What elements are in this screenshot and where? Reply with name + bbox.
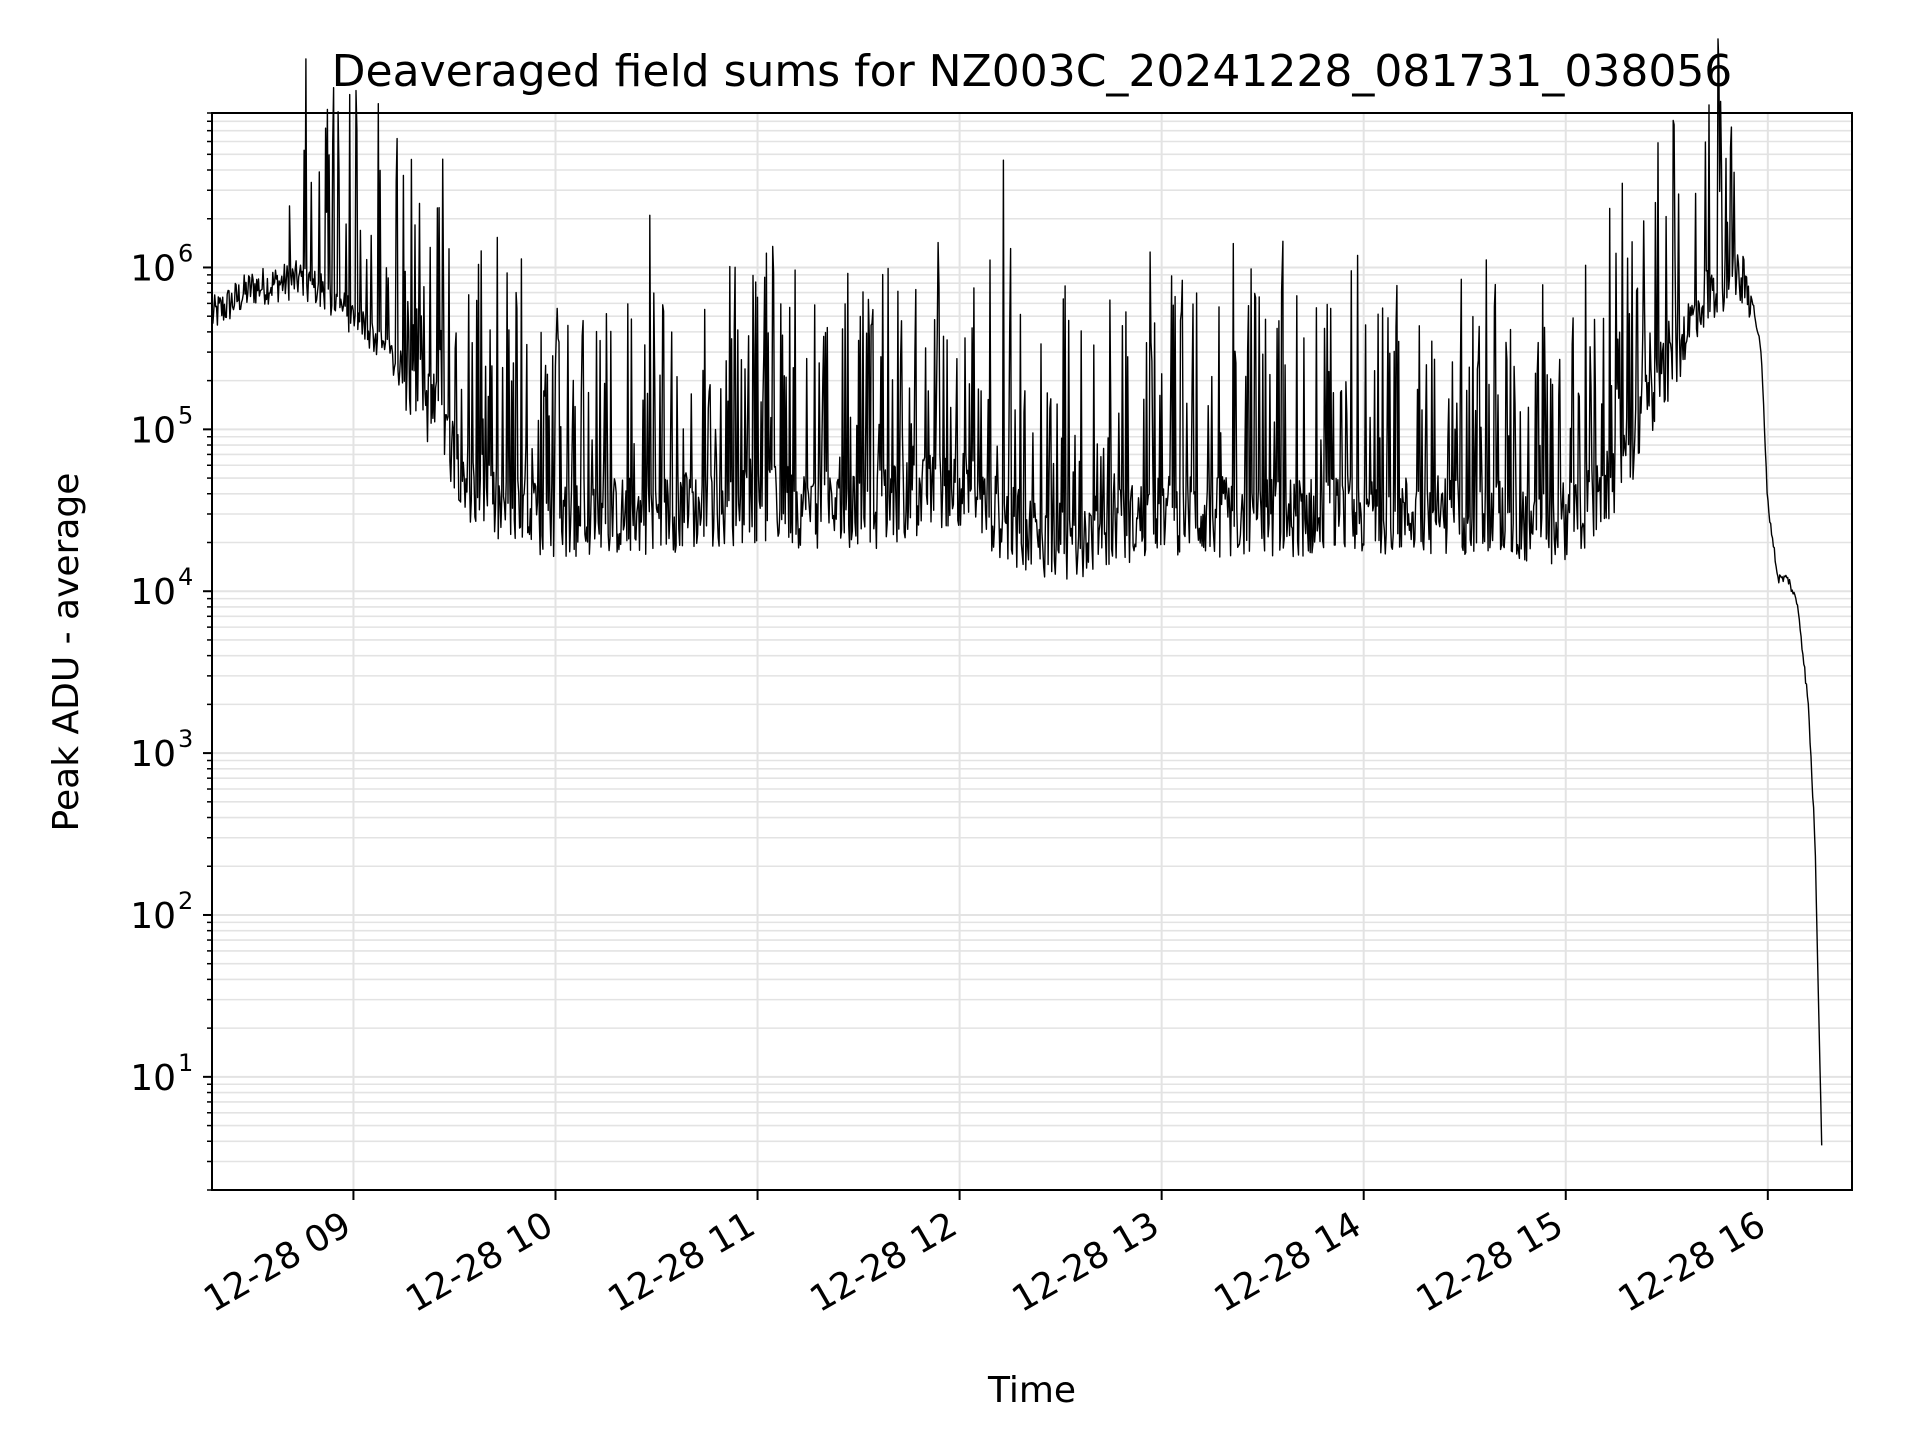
x-axis-label: Time	[987, 1370, 1076, 1411]
plot-frame	[211, 112, 1853, 1191]
x-tick-label: 12-28 12	[803, 1204, 964, 1320]
y-tick-label: 10	[130, 572, 176, 613]
x-tick-label: 12-28 13	[1005, 1204, 1166, 1320]
x-tick-label: 12-28 10	[399, 1204, 560, 1320]
y-tick-exponent: 5	[178, 401, 193, 429]
y-tick-exponent: 3	[178, 725, 193, 753]
y-tick-exponent: 6	[178, 239, 193, 267]
y-axis-label: Peak ADU - average	[46, 473, 87, 832]
x-axis: 12-28 09 12-28 10 12-28 11 12-28 12 12-28 13…	[197, 1190, 1772, 1321]
y-tick-label: 10	[130, 734, 176, 775]
x-tick-label: 12-28 09	[197, 1204, 358, 1320]
y-tick-label: 10	[130, 1058, 176, 1099]
y-tick-exponent: 4	[178, 563, 193, 591]
series-line	[211, 38, 1823, 1146]
y-tick-label: 10	[130, 896, 176, 937]
x-tick-label: 12-28 14	[1208, 1204, 1369, 1320]
series-layer	[211, 38, 1823, 1146]
x-tick-label: 12-28 16	[1612, 1204, 1773, 1320]
x-tick-label: 12-28 11	[601, 1204, 762, 1320]
y-tick-exponent: 2	[178, 887, 193, 915]
y-tick-exponent: 1	[178, 1049, 193, 1077]
grid	[212, 112, 1852, 1191]
y-tick-label: 10	[130, 248, 176, 289]
chart-title: Deaveraged field sums for NZ003C_2024122…	[332, 46, 1733, 97]
x-tick-label: 12-28 15	[1410, 1204, 1571, 1320]
y-tick-label: 10	[130, 410, 176, 451]
